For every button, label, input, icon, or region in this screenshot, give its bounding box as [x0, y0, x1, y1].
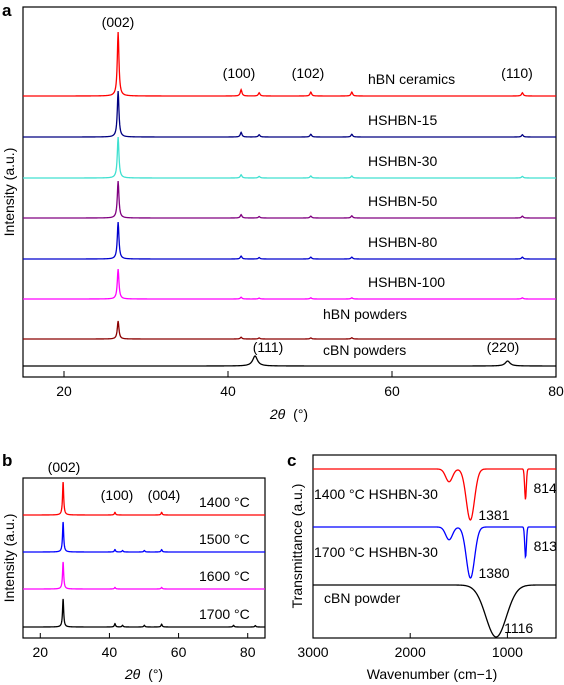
panel-a-peak-label-100: (100) — [223, 65, 256, 81]
panel-c-chart: 3000 2000 1000 1400 °C HSHBN-30 1700 °C HSH… — [289, 454, 557, 682]
panel-c-y-axis-label: Transmittance (a.u.) — [289, 484, 305, 609]
panel-b-x-tick-label-60: 60 — [171, 644, 187, 660]
panel-b-x-axis-unit: (°) — [148, 666, 163, 682]
panel-a-series-hbn-powders-line — [23, 320, 556, 340]
panel-b-peak-labels: (002) (100) (004) — [48, 459, 181, 503]
panel-b-series-1600-c-label: 1600 °C — [199, 568, 250, 584]
panel-a-peak-label-102: (102) — [292, 65, 325, 81]
panel-a-series-cbn-powders-line — [23, 355, 556, 367]
panel-a-x-tick-label-80: 80 — [548, 383, 564, 399]
panel-a-series-hshbn-80-line — [23, 221, 556, 260]
panel-c-series-1400-c-hshbn-30-line — [313, 468, 556, 521]
panel-a-series-hbn-ceramics-label: hBN ceramics — [368, 71, 455, 87]
panel-a-series-hshbn-30-label: HSHBN-30 — [368, 153, 437, 169]
panel-a-letter: a — [2, 1, 12, 20]
panel-a-peak-label-002: (002) — [102, 14, 135, 30]
panel-c-series — [313, 468, 556, 638]
panel-a-frame — [22, 6, 557, 378]
panel-c-series-cbn-powder-label: cBN powder — [324, 590, 401, 606]
panel-b-series-1400-c-label: 1400 °C — [199, 494, 250, 510]
panel-a-series-hshbn-100-line — [23, 268, 556, 300]
panel-c-peak-labels: 1381 814 1380 813 1116 — [478, 480, 557, 636]
panel-b-x-axis-symbol: 2θ — [124, 666, 141, 682]
panel-a-series-hshbn-50-line — [23, 180, 556, 219]
panel-b-peak-label-100: (100) — [101, 487, 134, 503]
panel-a-peak-labels: (002) (100) (102) (110) (111) (220) — [102, 14, 533, 355]
panel-b-chart: 20 40 60 80 1400 °C 1500 °C 1600 °C 1700 °C (0… — [1, 459, 266, 682]
panel-a-x-axis-label: 2θ (°) — [269, 406, 308, 422]
panel-a-chart: 20 40 60 80 hBN ceramics HSHBN-15 HSHBN-30 HSH… — [1, 6, 564, 422]
panel-b-series-1700-c-label: 1700 °C — [199, 606, 250, 622]
panel-c-series-labels: 1400 °C HSHBN-30 1700 °C HSHBN-30 cBN powd… — [314, 486, 438, 606]
panel-b-series-1400-c-line — [23, 481, 265, 516]
panel-b-x-tick-label-40: 40 — [102, 644, 118, 660]
panel-a-series-hbn-powders-label: hBN powders — [323, 306, 407, 322]
panel-a-x-tick-label-60: 60 — [384, 383, 400, 399]
panel-b-series-labels: 1400 °C 1500 °C 1600 °C 1700 °C — [199, 494, 250, 622]
panel-b-peak-label-002: (002) — [48, 459, 81, 475]
panel-a-series-hshbn-15-label: HSHBN-15 — [368, 112, 437, 128]
panel-c-frame — [312, 454, 557, 639]
panel-c-x-tick-label-2000: 2000 — [395, 644, 426, 660]
panel-a-x-ticks: 20 40 60 80 — [56, 371, 564, 399]
panel-b-series-1600-c-line — [23, 561, 265, 590]
panel-a-series-hbn-ceramics-line — [23, 31, 556, 97]
panel-c-series-cbn-powder-line — [313, 584, 556, 638]
panel-c-x-tick-label-3000: 3000 — [297, 644, 328, 660]
panel-b-x-tick-label-80: 80 — [240, 644, 256, 660]
panel-a-x-axis-symbol: 2θ — [269, 406, 286, 422]
panel-b-x-ticks: 20 40 60 80 — [32, 633, 256, 660]
panel-c-series-1700-c-hshbn-30-label: 1700 °C HSHBN-30 — [314, 544, 438, 560]
panel-a-x-axis-unit: (°) — [293, 406, 308, 422]
panel-b-series-1500-c-line — [23, 521, 265, 553]
panel-c-series-1700-c-hshbn-30-line — [313, 526, 556, 579]
panel-a-series — [23, 31, 556, 367]
panel-a-series-hshbn-100-label: HSHBN-100 — [368, 274, 445, 290]
panel-c-peak-label-1700-c-hshbn-30-813: 813 — [534, 538, 558, 554]
panel-a-peak-label-111: (111) — [253, 339, 284, 355]
panel-a-series-hshbn-15-line — [23, 90, 556, 138]
panel-b-series-1500-c-label: 1500 °C — [199, 531, 250, 547]
panel-a-series-cbn-powders-label: cBN powders — [323, 342, 406, 358]
panel-a-x-tick-label-20: 20 — [56, 383, 72, 399]
panel-b-x-axis-label: 2θ (°) — [124, 666, 163, 682]
panel-a-series-labels: hBN ceramics HSHBN-15 HSHBN-30 HSHBN-50 HSHB… — [323, 71, 455, 358]
panel-c-peak-label-1700-c-hshbn-30-1380: 1380 — [478, 565, 509, 581]
panel-c-x-tick-label-1000: 1000 — [492, 644, 523, 660]
panel-a-x-tick-label-40: 40 — [220, 383, 236, 399]
panel-c-peak-label-1400-c-hshbn-30-814: 814 — [533, 480, 557, 496]
panel-b-series-1700-c-line — [23, 598, 265, 628]
panel-c-peak-label-1400-c-hshbn-30-1381: 1381 — [478, 507, 509, 523]
panel-a-series-hshbn-30-line — [23, 136, 556, 179]
panel-b-series — [23, 481, 265, 628]
panel-b-peak-label-004: (004) — [148, 487, 181, 503]
panel-c-series-1400-c-hshbn-30-label: 1400 °C HSHBN-30 — [314, 486, 438, 502]
panel-c-letter: c — [287, 451, 296, 470]
panel-b-letter: b — [2, 451, 12, 470]
panel-b-y-axis-label: Intensity (a.u.) — [1, 514, 17, 603]
panel-c-peak-label-cbn-powder-1116: 1116 — [504, 620, 533, 636]
panel-a-peak-label-110: (110) — [501, 65, 533, 81]
panel-a-series-hshbn-80-label: HSHBN-80 — [368, 234, 437, 250]
panel-a-peak-label-220: (220) — [487, 339, 520, 355]
panel-c-x-axis-label: Wavenumber (cm−1) — [367, 666, 498, 682]
panel-a-series-hshbn-50-label: HSHBN-50 — [368, 193, 437, 209]
panel-a-y-axis-label: Intensity (a.u.) — [1, 148, 17, 237]
panel-b-x-tick-label-20: 20 — [32, 644, 48, 660]
panel-c-x-ticks: 3000 2000 1000 — [297, 633, 523, 660]
panel-b-frame — [22, 477, 266, 639]
